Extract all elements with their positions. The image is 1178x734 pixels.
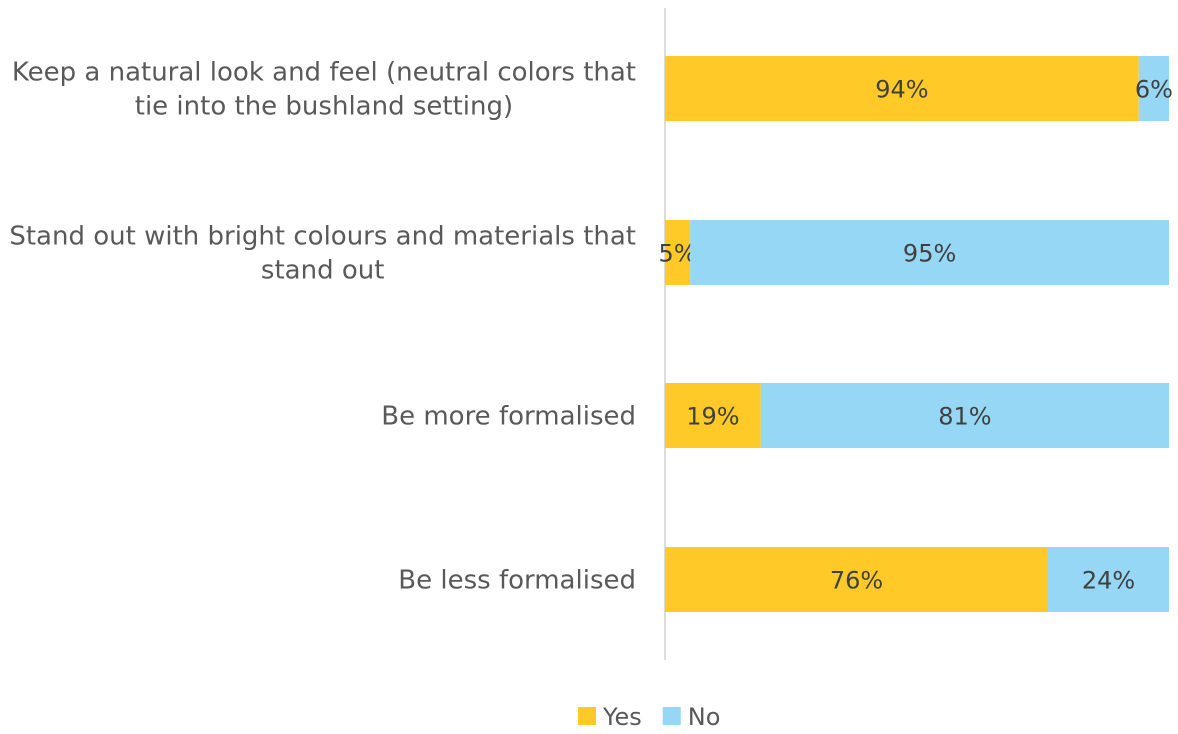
category-label-1-line-0: Stand out with bright colours and materi… — [9, 222, 636, 252]
data-label-no-3: 24% — [1082, 567, 1135, 595]
data-label-no-2: 81% — [938, 403, 991, 431]
bar-yes-0 — [665, 56, 1139, 121]
data-label-no-1: 95% — [903, 240, 956, 268]
legend-swatch-yes — [578, 707, 596, 725]
category-label-2-line-0: Be more formalised — [381, 402, 636, 432]
bar-yes-2 — [665, 383, 761, 448]
data-label-yes-3: 76% — [830, 567, 883, 595]
data-label-yes-2: 19% — [686, 403, 739, 431]
legend-label-yes: Yes — [602, 703, 642, 731]
bar-no-3 — [1048, 547, 1169, 612]
category-label-0-line-0: Keep a natural look and feel (neutral co… — [12, 58, 636, 88]
legend-label-no: No — [688, 703, 721, 731]
bar-yes-3 — [665, 547, 1049, 612]
category-label-3-line-0: Be less formalised — [398, 566, 636, 596]
data-label-yes-0: 94% — [875, 76, 928, 104]
legend: Yes No — [578, 703, 720, 731]
category-label-1-line-1: stand out — [261, 256, 385, 286]
bar-yes-1 — [665, 220, 691, 285]
bar-no-2 — [760, 383, 1169, 448]
bar-no-0 — [1138, 56, 1169, 121]
bars-group: 94% 6%5% 95%19% 81%76% 24% — [659, 56, 1173, 612]
legend-swatch-no — [662, 707, 681, 725]
data-label-no-0: 6% — [1135, 76, 1173, 104]
bar-no-1 — [690, 220, 1169, 285]
category-label-0-line-1: tie into the bushland setting) — [135, 92, 513, 122]
category-labels-group: Keep a natural look and feel (neutral co… — [9, 58, 636, 596]
